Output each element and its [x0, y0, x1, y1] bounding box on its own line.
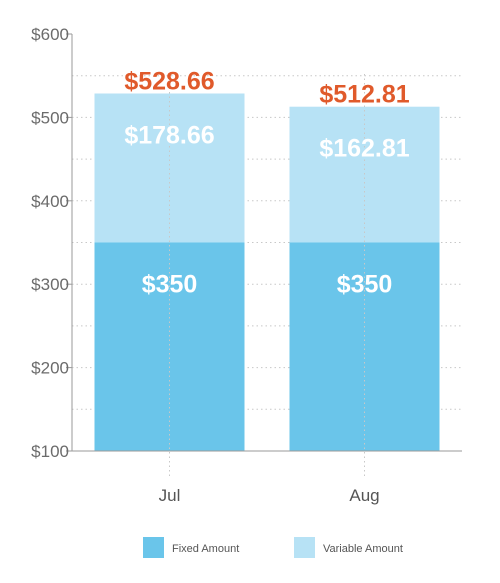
segment-label: $178.66: [124, 121, 214, 149]
x-tick-label: Jul: [159, 486, 181, 505]
legend-label: Variable Amount: [323, 543, 403, 555]
y-tick-label: $100: [31, 442, 69, 461]
axes: $100 $200 $300 $400 $500 $600: [31, 25, 462, 461]
labels: $350 $178.66 $528.66 Jul $350 $162.81 $512.81 A…: [124, 67, 409, 505]
x-tick-label: Aug: [349, 486, 379, 505]
y-tick-label: $300: [31, 275, 69, 294]
total-label: $512.81: [319, 81, 409, 109]
bar-jul-variable-amount: [94, 93, 245, 243]
legend-swatch: [143, 537, 164, 558]
y-tick-label: $500: [31, 108, 69, 127]
bar-aug-variable-amount: [289, 106, 440, 243]
y-tick-label: $200: [31, 359, 69, 378]
legend-swatch: [294, 537, 315, 558]
legend: Fixed Amount Variable Amount: [143, 537, 403, 558]
segment-label: $350: [142, 271, 198, 299]
y-tick-label: $600: [31, 25, 69, 44]
total-label: $528.66: [124, 67, 214, 95]
legend-label: Fixed Amount: [172, 543, 239, 555]
segment-label: $350: [337, 271, 393, 299]
y-tick-label: $400: [31, 192, 69, 211]
segment-label: $162.81: [319, 135, 409, 163]
vertical-grid-lines: [169, 74, 365, 479]
